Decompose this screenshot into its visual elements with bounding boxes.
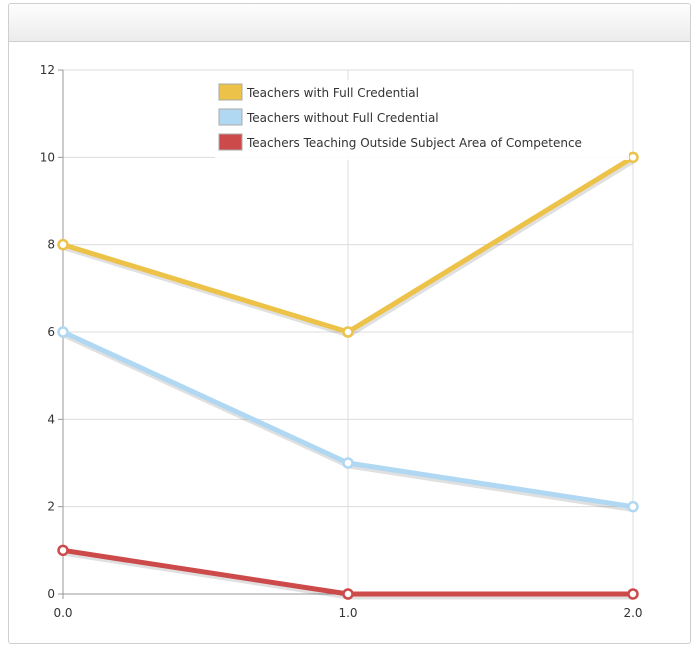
- panel-header: [9, 4, 690, 42]
- x-tick-label: 1.0: [338, 606, 357, 620]
- legend-item: Teachers Teaching Outside Subject Area o…: [218, 133, 582, 151]
- series-line-shadow: [62, 330, 635, 513]
- data-point: [627, 151, 639, 164]
- legend-item: Teachers without Full Credential: [218, 108, 439, 126]
- series-layer: [57, 151, 639, 600]
- x-tick-label: 2.0: [623, 606, 642, 620]
- data-point: [342, 457, 354, 469]
- data-point: [57, 544, 69, 557]
- data-point: [57, 238, 69, 251]
- series-line-shadow: [62, 156, 636, 338]
- y-tick-label: 8: [47, 238, 55, 252]
- data-point: [627, 500, 639, 513]
- data-point: [342, 588, 354, 600]
- y-tick-label: 12: [40, 63, 55, 77]
- legend-label: Teachers without Full Credential: [246, 111, 439, 125]
- y-tick-label: 2: [47, 500, 55, 514]
- data-point: [342, 326, 354, 338]
- series-2: [57, 326, 639, 513]
- series-3: [57, 544, 639, 600]
- data-point: [57, 326, 69, 338]
- legend: Teachers with Full Credential Teachers wi…: [215, 80, 629, 160]
- y-tick-label: 0: [47, 587, 55, 601]
- legend-label: Teachers with Full Credential: [246, 86, 419, 100]
- y-tick-label: 4: [47, 412, 55, 426]
- legend-label: Teachers Teaching Outside Subject Area o…: [246, 136, 582, 150]
- y-tick-label: 6: [47, 325, 55, 339]
- x-tick-label: 0.0: [53, 606, 72, 620]
- legend-item: Teachers with Full Credential: [218, 83, 419, 101]
- data-point: [627, 588, 639, 600]
- legend-swatch: [218, 133, 243, 151]
- legend-swatch: [218, 83, 243, 101]
- y-tick-label: 10: [40, 150, 55, 164]
- legend-box: [215, 80, 629, 160]
- series-1: [57, 151, 639, 338]
- legend-swatch: [218, 108, 243, 126]
